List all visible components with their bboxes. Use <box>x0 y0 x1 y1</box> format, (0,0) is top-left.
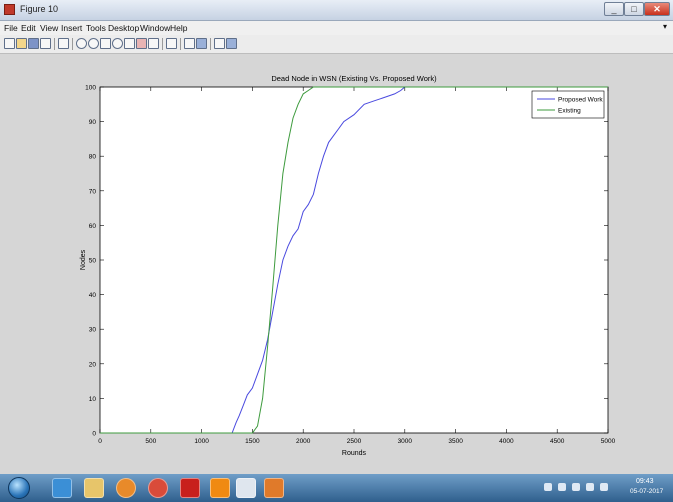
tray-battery-icon[interactable] <box>586 483 594 491</box>
y-tick-label: 70 <box>89 188 97 195</box>
menu-file[interactable]: File <box>4 23 18 33</box>
explorer-folder-icon[interactable] <box>84 478 104 498</box>
y-tick-label: 80 <box>89 154 97 161</box>
maximize-button[interactable]: □ <box>624 2 644 16</box>
colorbar-icon[interactable] <box>166 38 177 49</box>
toolbar-separator <box>210 38 211 50</box>
menu-edit[interactable]: Edit <box>21 23 36 33</box>
legend-box <box>531 90 605 119</box>
menu-overflow-arrow-icon[interactable]: ▾ <box>662 22 667 31</box>
chart-title: Dead Node in WSN (Existing Vs. Proposed … <box>271 74 437 83</box>
y-tick-label: 10 <box>89 396 97 403</box>
x-tick-label: 1000 <box>194 438 209 445</box>
legend-label-existing: Existing <box>558 108 581 115</box>
toolbar-separator <box>180 38 181 50</box>
save-icon[interactable] <box>28 38 39 49</box>
tray-sound-icon[interactable] <box>600 483 608 491</box>
rotate-3d-icon[interactable] <box>112 38 123 49</box>
maximize-icon: □ <box>631 4 637 14</box>
pan-icon[interactable] <box>100 38 111 49</box>
brush-icon[interactable] <box>136 38 147 49</box>
x-tick-label: 5000 <box>601 438 616 445</box>
chart-series <box>100 86 608 434</box>
menu-tools[interactable]: Tools <box>86 23 106 33</box>
zoom-in-icon[interactable] <box>76 38 87 49</box>
toolbar-separator <box>72 38 73 50</box>
window-title-bar: Figure 10 _ □ ✕ <box>0 0 673 21</box>
y-tick-label: 90 <box>89 119 97 126</box>
y-tick-label: 20 <box>89 361 97 368</box>
menu-insert[interactable]: Insert <box>61 23 83 33</box>
hide-plot-tools-icon[interactable] <box>214 38 225 49</box>
axis-ticks: 0 500 1000 1500 2000 2500 3000 3500 4000 4500 5000… <box>85 85 615 446</box>
ie-icon[interactable] <box>52 478 72 498</box>
close-icon: ✕ <box>653 4 661 14</box>
legend-icon[interactable] <box>184 38 195 49</box>
clock-date[interactable]: 05-07-2017 <box>630 488 664 495</box>
tray-network-icon[interactable] <box>544 483 552 491</box>
tray-volume-icon[interactable] <box>558 483 566 491</box>
vlc-icon[interactable] <box>210 478 230 498</box>
x-axis-label: Rounds <box>342 450 367 457</box>
legend-label-proposed-work: Proposed Work <box>558 97 603 104</box>
close-button[interactable]: ✕ <box>644 2 670 16</box>
system-tray <box>540 479 630 497</box>
minimize-icon: _ <box>611 4 617 14</box>
print-icon[interactable] <box>40 38 51 49</box>
y-tick-label: 50 <box>89 258 97 265</box>
x-tick-label: 3000 <box>398 438 413 445</box>
dock-figure-icon[interactable] <box>226 38 237 49</box>
x-tick-label: 2000 <box>296 438 311 445</box>
zoom-out-icon[interactable] <box>88 38 99 49</box>
menu-view[interactable]: View <box>40 23 59 33</box>
open-file-icon[interactable] <box>16 38 27 49</box>
clock-time[interactable]: 09:43 <box>636 478 654 485</box>
menu-desktop[interactable]: Desktop <box>108 23 140 33</box>
windows-taskbar: 09:43 05-07-2017 <box>0 474 673 502</box>
x-tick-label: 4000 <box>499 438 514 445</box>
notepad-icon[interactable] <box>236 478 256 498</box>
y-tick-label: 40 <box>89 292 97 299</box>
menu-window[interactable]: Window <box>140 23 171 33</box>
figure-toolbar <box>0 35 673 54</box>
edit-plot-icon[interactable] <box>58 38 69 49</box>
series-line-proposed-work <box>100 86 608 434</box>
acrobat-icon[interactable] <box>180 478 200 498</box>
plot-area-background <box>99 86 609 434</box>
data-cursor-icon[interactable] <box>124 38 135 49</box>
link-icon[interactable] <box>148 38 159 49</box>
x-tick-label: 1500 <box>245 438 260 445</box>
toolbar-separator <box>54 38 55 50</box>
figure-canvas: 0 500 1000 1500 2000 2500 3000 3500 4000 4500 5000… <box>0 54 673 474</box>
line-chart[interactable]: 0 500 1000 1500 2000 2500 3000 3500 4000 4500 5000… <box>0 54 673 474</box>
window-title: Figure 10 <box>20 4 59 14</box>
x-tick-label: 0 <box>98 438 102 445</box>
chart-legend: Proposed Work Existing <box>531 90 605 119</box>
toolbar-separator <box>162 38 163 50</box>
show-plot-tools-icon[interactable] <box>196 38 207 49</box>
x-tick-label: 2500 <box>347 438 362 445</box>
media-player-icon[interactable] <box>116 478 136 498</box>
series-line-existing <box>100 86 608 434</box>
new-figure-icon[interactable] <box>4 38 15 49</box>
x-tick-label: 4500 <box>550 438 565 445</box>
matlab-icon[interactable] <box>264 478 284 498</box>
chrome-icon[interactable] <box>148 478 168 498</box>
y-tick-label: 30 <box>89 327 97 334</box>
y-tick-label: 60 <box>89 223 97 230</box>
matlab-figure-icon <box>4 4 15 15</box>
minimize-button[interactable]: _ <box>604 2 624 16</box>
y-axis-label: Nodes <box>80 249 87 270</box>
menu-help[interactable]: Help <box>170 23 188 33</box>
y-tick-label: 100 <box>85 85 96 92</box>
tray-flag-icon[interactable] <box>572 483 580 491</box>
x-tick-label: 3500 <box>448 438 463 445</box>
y-tick-label: 0 <box>92 431 96 438</box>
x-tick-label: 500 <box>145 438 156 445</box>
menu-bar: File Edit View Insert Tools Desktop Wind… <box>0 21 673 35</box>
start-orb-icon[interactable] <box>8 477 30 499</box>
